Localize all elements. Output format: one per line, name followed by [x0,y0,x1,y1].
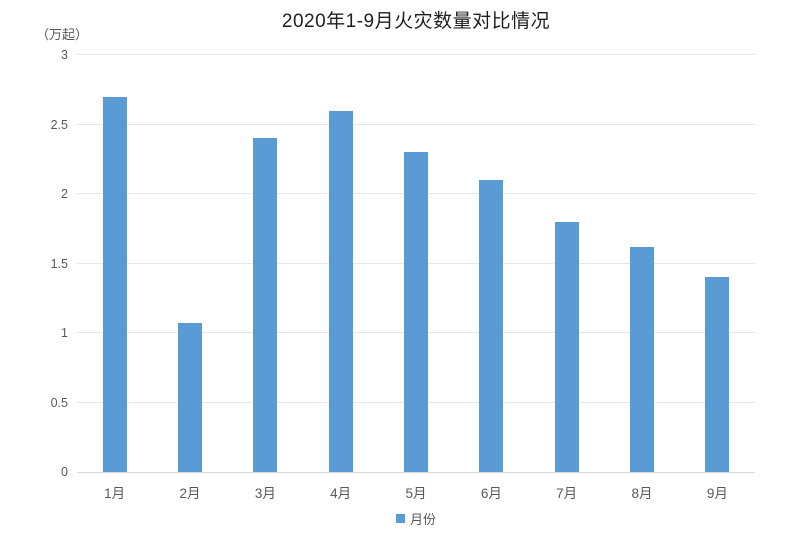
chart-title: 2020年1-9月火灾数量对比情况 [281,11,551,32]
y-tick-label: 0 [61,465,68,479]
x-tick-label: 7月 [556,486,578,501]
bar-4月 [328,110,353,472]
bar-6月 [479,180,504,472]
x-tick-label: 9月 [706,486,728,501]
gridline [77,123,755,125]
legend: 月份 [77,509,755,528]
bar-5月 [404,152,428,472]
bar-7月 [554,221,579,472]
gridline [77,54,755,55]
legend-label: 月份 [409,512,436,527]
x-axis-line [77,472,755,473]
bar-3月 [253,138,278,472]
bar-9月 [705,277,730,472]
plot-area: 0 0.5 1 1.5 2 2.5 3 1月 2月 3月 4月 5月 6月 7月 8月 9月 [51,48,755,501]
x-tick-label: 5月 [405,486,427,501]
y-tick-label: 2 [61,187,68,201]
y-tick-label: 2.5 [50,117,68,132]
bar-2月 [178,323,202,472]
x-tick-label: 8月 [631,486,653,501]
y-tick-label: 3 [61,48,68,62]
x-tick-label: 1月 [104,486,126,501]
y-tick-label: 1.5 [50,256,68,271]
x-tick-label: 3月 [254,486,276,501]
x-tick-label: 4月 [330,486,352,501]
bar-1月 [102,96,127,472]
bar-8月 [630,246,654,472]
x-tick-label: 2月 [179,486,201,501]
y-tick-label: 0.5 [50,395,68,410]
legend-swatch-icon [395,514,405,523]
y-axis-unit-label: （万起） [36,27,89,42]
x-tick-label: 6月 [480,486,502,501]
y-tick-label: 1 [61,326,68,340]
